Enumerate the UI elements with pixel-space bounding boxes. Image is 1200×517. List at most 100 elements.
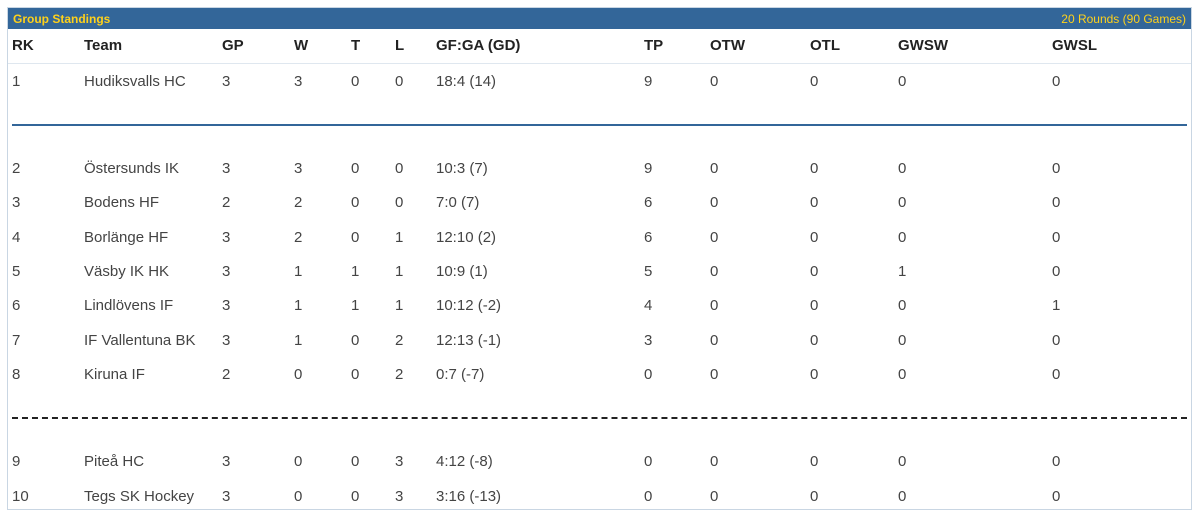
cell-rk: 7 xyxy=(12,331,21,349)
promotion-separator-row xyxy=(8,99,1191,152)
cell-rk: 5 xyxy=(12,263,21,281)
cell-gwsl: 0 xyxy=(1052,160,1061,178)
cell-team[interactable]: Tegs SK Hockey xyxy=(84,487,195,505)
cell-gp: 3 xyxy=(222,297,231,315)
col-header-otl[interactable]: OTL xyxy=(810,37,840,55)
cell-gfga: 12:13 (-1) xyxy=(436,331,502,349)
cell-tp: 4 xyxy=(644,297,653,315)
cell-otw: 0 xyxy=(710,160,719,178)
cell-otw: 0 xyxy=(710,453,719,471)
cell-gwsw: 0 xyxy=(898,453,907,471)
cell-otw: 0 xyxy=(710,365,719,383)
cell-team[interactable]: Kiruna IF xyxy=(84,365,145,383)
cell-l: 2 xyxy=(395,331,404,349)
rounds-info: 20 Rounds (90 Games) xyxy=(1061,11,1186,26)
cell-rk: 8 xyxy=(12,365,21,383)
cell-l: 2 xyxy=(395,365,404,383)
cell-otl: 0 xyxy=(810,453,819,471)
table-header-row: RK Team GP W T L GF:GA (GD) TP OTW OTL G… xyxy=(8,29,1191,63)
col-header-team[interactable]: Team xyxy=(84,37,123,55)
cell-otw: 0 xyxy=(710,487,719,505)
cell-w: 0 xyxy=(294,453,303,471)
cell-tp: 3 xyxy=(644,331,653,349)
cell-t: 0 xyxy=(351,72,360,90)
cell-tp: 9 xyxy=(644,72,653,90)
cell-gwsl: 0 xyxy=(1052,487,1061,505)
col-header-w[interactable]: W xyxy=(294,37,309,55)
cell-l: 0 xyxy=(395,194,404,212)
cell-gp: 3 xyxy=(222,487,231,505)
relegation-line xyxy=(12,417,1187,420)
cell-otl: 0 xyxy=(810,160,819,178)
cell-gwsw: 0 xyxy=(898,228,907,246)
cell-gfga: 0:7 (-7) xyxy=(436,365,485,383)
cell-team[interactable]: Bodens HF xyxy=(84,194,160,212)
promotion-line xyxy=(12,123,1187,127)
cell-team[interactable]: IF Vallentuna BK xyxy=(84,331,196,349)
cell-tp: 0 xyxy=(644,487,653,505)
cell-gwsw: 0 xyxy=(898,194,907,212)
cell-tp: 5 xyxy=(644,263,653,281)
cell-w: 3 xyxy=(294,160,303,178)
cell-w: 3 xyxy=(294,72,303,90)
table-row: 6 Lindlövens IF 3 1 1 1 10:12 (-2) 4 0 0… xyxy=(8,289,1191,323)
relegation-separator-row xyxy=(8,392,1191,445)
table-row: 3 Bodens HF 2 2 0 0 7:0 (7) 6 0 0 0 0 xyxy=(8,186,1191,220)
cell-w: 2 xyxy=(294,194,303,212)
col-header-gwsl[interactable]: GWSL xyxy=(1052,37,1097,55)
cell-l: 0 xyxy=(395,160,404,178)
cell-rk: 6 xyxy=(12,297,21,315)
cell-gfga: 7:0 (7) xyxy=(436,194,480,212)
col-header-t[interactable]: T xyxy=(351,37,361,55)
cell-otw: 0 xyxy=(710,72,719,90)
cell-w: 0 xyxy=(294,487,303,505)
col-header-gwsw[interactable]: GWSW xyxy=(898,37,948,55)
cell-rk: 1 xyxy=(12,72,21,90)
cell-team[interactable]: Hudiksvalls HC xyxy=(84,72,186,90)
cell-otl: 0 xyxy=(810,487,819,505)
cell-gp: 3 xyxy=(222,331,231,349)
cell-gwsl: 0 xyxy=(1052,228,1061,246)
cell-tp: 0 xyxy=(644,453,653,471)
cell-team[interactable]: Östersunds IK xyxy=(84,160,180,178)
cell-t: 0 xyxy=(351,487,360,505)
col-header-gp[interactable]: GP xyxy=(222,37,244,55)
cell-gp: 3 xyxy=(222,72,231,90)
col-header-tp[interactable]: TP xyxy=(644,37,664,55)
cell-t: 0 xyxy=(351,453,360,471)
cell-team[interactable]: Borlänge HF xyxy=(84,228,169,246)
cell-otw: 0 xyxy=(710,331,719,349)
cell-w: 1 xyxy=(294,297,303,315)
cell-t: 0 xyxy=(351,228,360,246)
cell-t: 0 xyxy=(351,331,360,349)
cell-gfga: 10:3 (7) xyxy=(436,160,488,178)
cell-l: 1 xyxy=(395,228,404,246)
cell-gwsl: 0 xyxy=(1052,194,1061,212)
cell-otl: 0 xyxy=(810,194,819,212)
cell-gwsw: 0 xyxy=(898,160,907,178)
col-header-l[interactable]: L xyxy=(395,37,405,55)
cell-l: 0 xyxy=(395,72,404,90)
cell-team[interactable]: Piteå HC xyxy=(84,453,145,471)
col-header-gfga[interactable]: GF:GA (GD) xyxy=(436,37,521,55)
table-row: 8 Kiruna IF 2 0 0 2 0:7 (-7) 0 0 0 0 0 xyxy=(8,357,1191,391)
col-header-otw[interactable]: OTW xyxy=(710,37,745,55)
table-row: 5 Väsby IK HK 3 1 1 1 10:9 (1) 5 0 0 1 0 xyxy=(8,254,1191,288)
cell-otw: 0 xyxy=(710,194,719,212)
cell-gwsw: 0 xyxy=(898,331,907,349)
cell-t: 1 xyxy=(351,297,360,315)
col-header-rk[interactable]: RK xyxy=(12,37,34,55)
cell-otl: 0 xyxy=(810,263,819,281)
standings-table: RK Team GP W T L GF:GA (GD) TP OTW OTL G… xyxy=(8,29,1191,513)
cell-team[interactable]: Väsby IK HK xyxy=(84,263,170,281)
cell-team[interactable]: Lindlövens IF xyxy=(84,297,174,315)
cell-otl: 0 xyxy=(810,365,819,383)
cell-l: 3 xyxy=(395,453,404,471)
cell-otw: 0 xyxy=(710,297,719,315)
standings-title-bar: Group Standings 20 Rounds (90 Games) xyxy=(8,8,1191,29)
cell-w: 0 xyxy=(294,365,303,383)
cell-gp: 3 xyxy=(222,228,231,246)
cell-l: 1 xyxy=(395,297,404,315)
cell-otw: 0 xyxy=(710,228,719,246)
cell-gfga: 18:4 (14) xyxy=(436,72,497,90)
